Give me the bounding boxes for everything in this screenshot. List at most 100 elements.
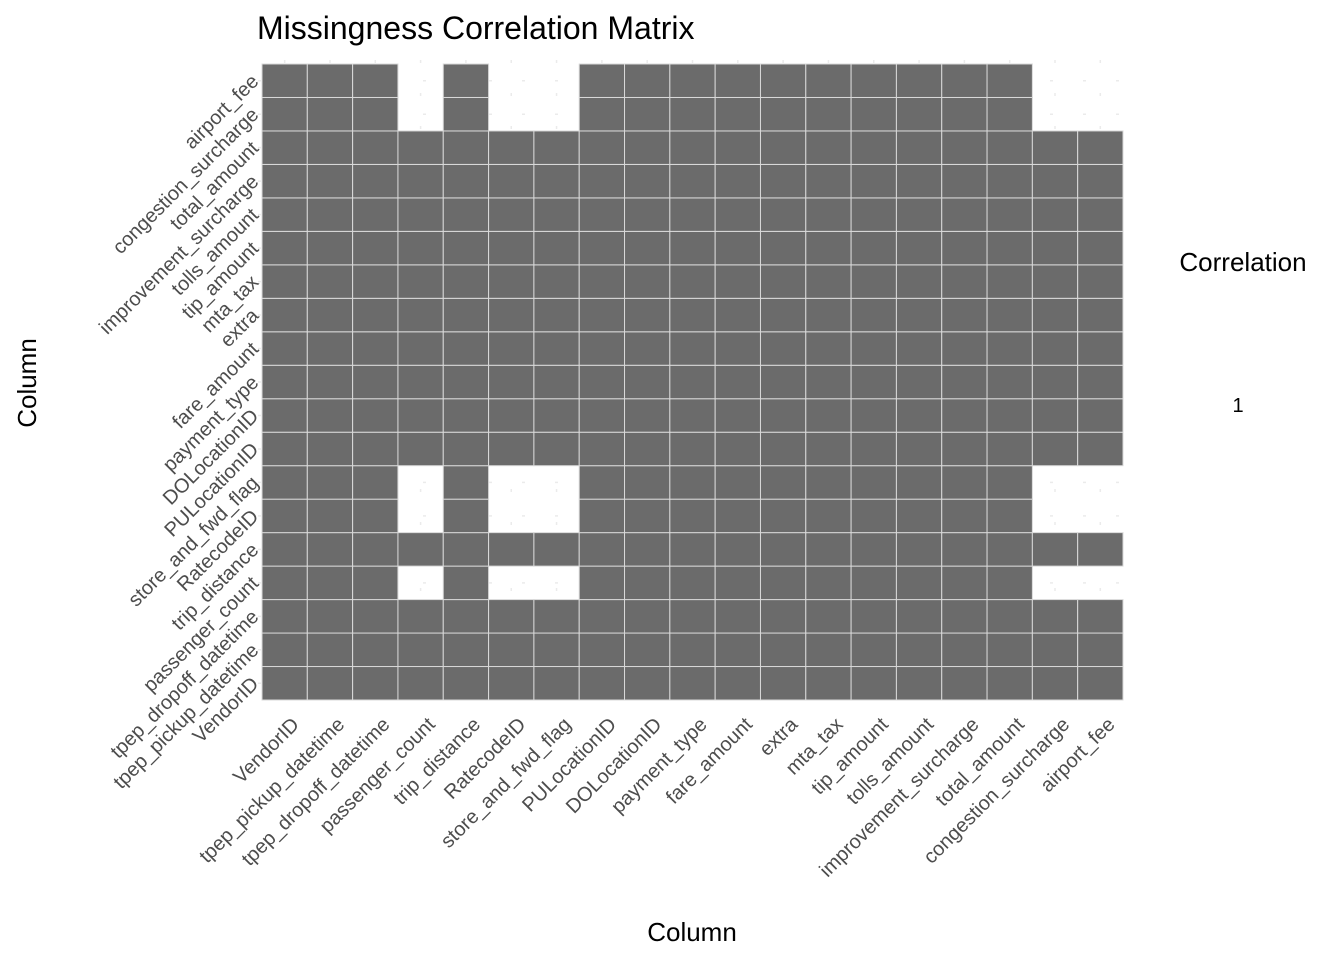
heatmap-cell: [850, 264, 897, 299]
heatmap-cell: [669, 163, 716, 199]
heatmap-cell: [850, 599, 897, 634]
heatmap-cell: [442, 431, 490, 467]
heatmap-cell: [895, 163, 943, 199]
heatmap-cell: [442, 599, 490, 634]
heatmap-cell: [986, 532, 1033, 567]
heatmap-cell: [805, 230, 852, 266]
heatmap-cell: [578, 297, 626, 333]
heatmap-cell: [941, 331, 988, 366]
heatmap-cell: [624, 465, 671, 500]
heatmap-cell: [1031, 431, 1079, 467]
heatmap-cell: [306, 465, 354, 500]
heatmap-cell: [850, 130, 897, 165]
heatmap-cell: [1077, 398, 1124, 433]
heatmap-cell: [941, 264, 988, 299]
heatmap-cell: [533, 264, 580, 299]
heatmap-cell: [533, 130, 580, 165]
heatmap-cell: [714, 230, 761, 266]
heatmap-cell: [397, 431, 444, 467]
heatmap-cell: [805, 465, 852, 500]
heatmap-cell: [624, 398, 671, 433]
heatmap-cell: [986, 498, 1033, 534]
heatmap-cell: [850, 431, 897, 467]
heatmap-cell: [895, 599, 943, 634]
heatmap-cell: [941, 565, 988, 601]
heatmap-cell: [306, 498, 354, 534]
heatmap-cell: [986, 130, 1033, 165]
heatmap-cell: [759, 264, 807, 299]
heatmap-cell: [714, 599, 761, 634]
heatmap-cell: [850, 532, 897, 567]
heatmap-cell: [352, 63, 399, 98]
heatmap-cell: [261, 96, 308, 132]
heatmap-cell: [488, 398, 535, 433]
heatmap-cell: [714, 532, 761, 567]
heatmap-cell: [850, 364, 897, 400]
heatmap-cell: [759, 532, 807, 567]
heatmap-cell: [578, 632, 626, 668]
heatmap-cell: [986, 599, 1033, 634]
heatmap-cell: [1077, 666, 1124, 701]
heatmap-cell: [986, 431, 1033, 467]
heatmap-cell: [261, 565, 308, 601]
heatmap-cell: [850, 465, 897, 500]
heatmap-cell: [1031, 532, 1079, 567]
heatmap-cell: [352, 96, 399, 132]
heatmap-cell: [895, 331, 943, 366]
heatmap-cell: [352, 398, 399, 433]
heatmap-cell: [1077, 163, 1124, 199]
heatmap-cell: [533, 197, 580, 232]
heatmap-cell: [1077, 632, 1124, 668]
heatmap-cell: [578, 63, 626, 98]
heatmap-cell: [986, 63, 1033, 98]
heatmap-cell: [986, 331, 1033, 366]
heatmap-cell: [306, 264, 354, 299]
heatmap-cell: [397, 398, 444, 433]
heatmap-cell: [895, 297, 943, 333]
heatmap-cell: [488, 331, 535, 366]
heatmap-cell: [397, 331, 444, 366]
heatmap-cell: [624, 599, 671, 634]
heatmap-cell: [986, 565, 1033, 601]
heatmap-cell: [261, 431, 308, 467]
heatmap-cell: [669, 297, 716, 333]
heatmap-cell: [714, 632, 761, 668]
heatmap-cell: [442, 264, 490, 299]
heatmap-cell: [352, 532, 399, 567]
heatmap-cell: [578, 230, 626, 266]
heatmap-cell: [533, 431, 580, 467]
heatmap-cell: [941, 599, 988, 634]
heatmap-cell: [261, 264, 308, 299]
heatmap-cell: [352, 498, 399, 534]
heatmap-cell: [895, 264, 943, 299]
heatmap-cell: [578, 565, 626, 601]
heatmap-cell: [759, 431, 807, 467]
heatmap-cell: [759, 498, 807, 534]
heatmap-cell: [306, 599, 354, 634]
legend-value-label: 1: [1232, 395, 1243, 417]
heatmap-cell: [1077, 297, 1124, 333]
heatmap-cell: [533, 230, 580, 266]
heatmap-cell: [669, 264, 716, 299]
heatmap-cell: [941, 163, 988, 199]
heatmap-cell: [941, 96, 988, 132]
heatmap-cell: [669, 130, 716, 165]
heatmap-cell: [1031, 230, 1079, 266]
heatmap-cell: [442, 398, 490, 433]
heatmap-cell: [442, 331, 490, 366]
heatmap-cell: [261, 364, 308, 400]
heatmap-cell: [669, 230, 716, 266]
heatmap-cell: [805, 498, 852, 534]
heatmap-cell: [986, 230, 1033, 266]
heatmap-cell: [442, 230, 490, 266]
heatmap-cell: [1077, 431, 1124, 467]
heatmap-cell: [624, 565, 671, 601]
heatmap-cell: [306, 666, 354, 701]
heatmap-cell: [895, 498, 943, 534]
heatmap-cell: [442, 197, 490, 232]
heatmap-cell: [442, 465, 490, 500]
heatmap-cell: [306, 230, 354, 266]
heatmap-cell: [895, 632, 943, 668]
heatmap-cell: [306, 565, 354, 601]
